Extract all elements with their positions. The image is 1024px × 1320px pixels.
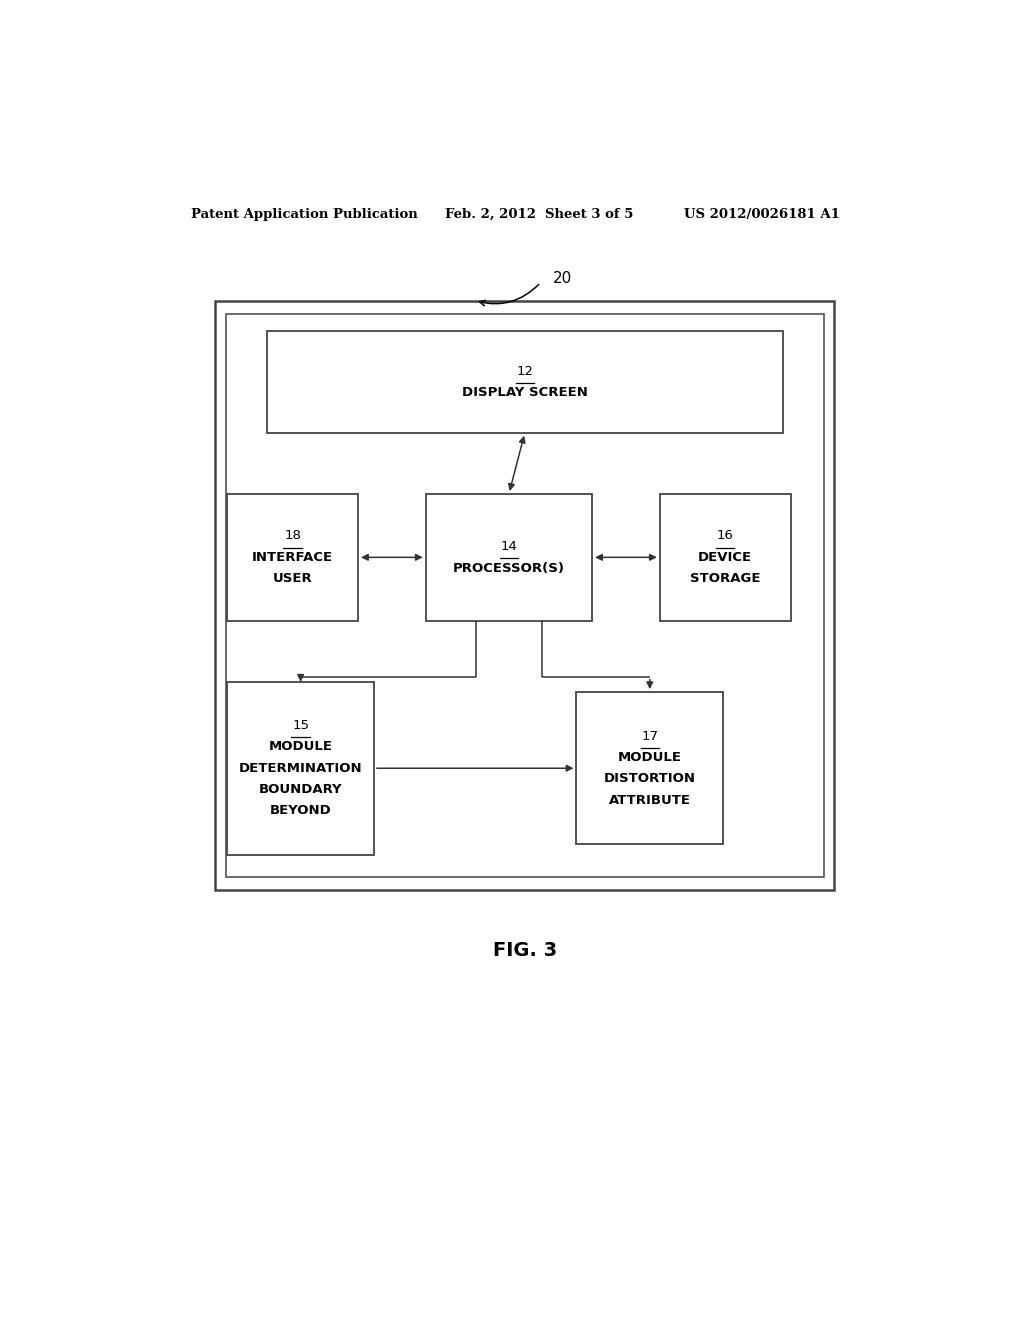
Bar — [659, 494, 791, 620]
Text: DISPLAY SCREEN: DISPLAY SCREEN — [462, 387, 588, 399]
Bar — [577, 692, 723, 845]
Text: 18: 18 — [285, 529, 301, 543]
Bar — [426, 494, 592, 620]
Text: PROCESSOR(S): PROCESSOR(S) — [453, 561, 565, 574]
Text: STORAGE: STORAGE — [690, 572, 761, 585]
Text: BOUNDARY: BOUNDARY — [259, 783, 342, 796]
Text: DISTORTION: DISTORTION — [604, 772, 695, 785]
Bar — [227, 682, 374, 854]
Text: Patent Application Publication: Patent Application Publication — [191, 207, 418, 220]
Text: Feb. 2, 2012: Feb. 2, 2012 — [445, 207, 537, 220]
Text: INTERFACE: INTERFACE — [252, 550, 333, 564]
Bar — [227, 494, 358, 620]
Text: DEVICE: DEVICE — [698, 550, 753, 564]
Text: DETERMINATION: DETERMINATION — [239, 762, 362, 775]
Bar — [215, 301, 835, 890]
Text: 17: 17 — [641, 730, 658, 743]
Text: 15: 15 — [292, 719, 309, 733]
Text: FIG. 3: FIG. 3 — [493, 941, 557, 960]
Text: MODULE: MODULE — [617, 751, 682, 764]
Text: MODULE: MODULE — [268, 741, 333, 754]
Text: 12: 12 — [516, 364, 534, 378]
Text: US 2012/0026181 A1: US 2012/0026181 A1 — [684, 207, 840, 220]
Text: 20: 20 — [553, 271, 571, 286]
Text: Sheet 3 of 5: Sheet 3 of 5 — [545, 207, 633, 220]
Bar — [267, 331, 782, 433]
Bar — [225, 314, 824, 876]
Text: 16: 16 — [717, 529, 733, 543]
Text: BEYOND: BEYOND — [269, 804, 332, 817]
Text: 14: 14 — [501, 540, 517, 553]
Text: ATTRIBUTE: ATTRIBUTE — [609, 793, 691, 807]
Text: USER: USER — [272, 572, 312, 585]
